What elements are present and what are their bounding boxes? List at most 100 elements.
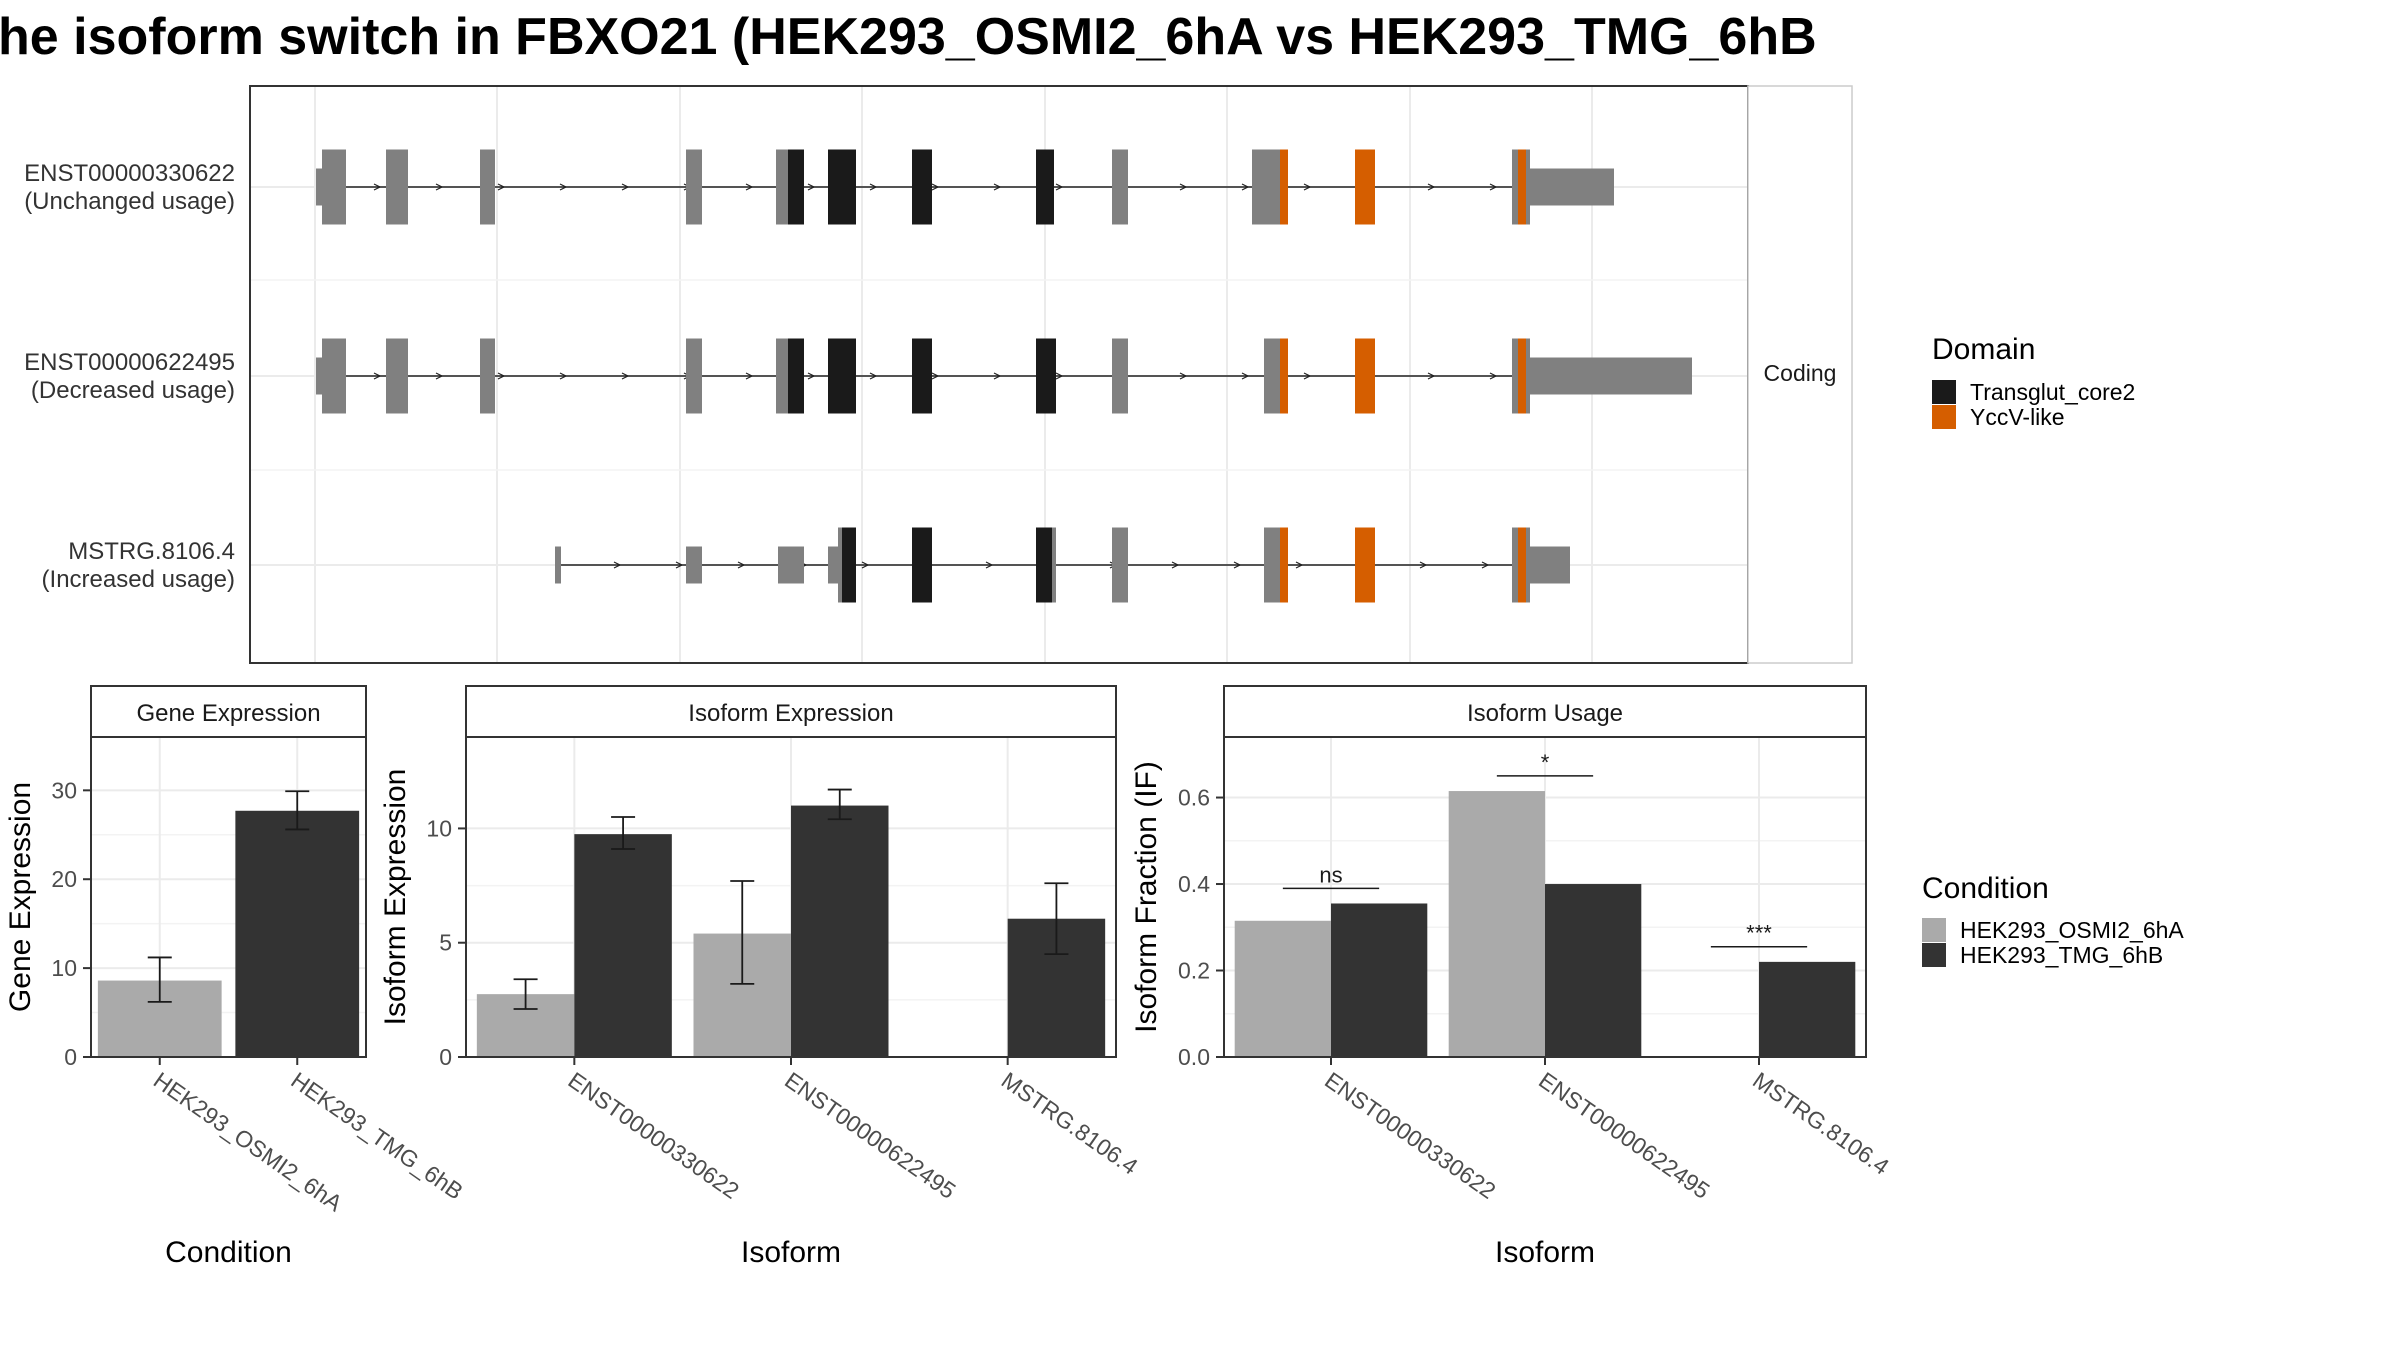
strand-arrow-icon [559,372,568,380]
domain-transglut [1036,527,1052,603]
exon [1252,149,1280,225]
x-axis-title: Isoform [1495,1236,1595,1269]
domain-yccv [1280,527,1288,603]
bars [97,790,360,1057]
transcript-row [555,527,1570,603]
y-tick-label: 20 [51,866,77,892]
bar [1448,791,1545,1057]
strand-arrow-icon [1489,183,1498,191]
domain-transglut [788,149,804,225]
bar-chart-3: Isoform Usage0.00.20.40.6ns****ENST00000… [1130,685,1894,1269]
y-tick-label: 30 [51,777,77,803]
utr-segment [1530,168,1614,206]
exon [316,168,322,206]
coding-strip-label: Coding [1764,360,1837,386]
strand-arrow-icon [1055,372,1064,380]
strand-arrow-icon [807,372,816,380]
coding-strip [1747,85,1853,664]
strand-arrow-icon [373,372,382,380]
utr-segment [1530,357,1692,395]
strand-arrow-icon [861,561,870,569]
bars: ns**** [1234,750,1856,1058]
exon [1264,338,1280,414]
bar [235,810,360,1057]
x-tick-label: ENST00000330622 [1320,1067,1500,1204]
legend-label-condition-a: HEK293_OSMI2_6hA [1960,917,2184,943]
error-bar [513,978,538,1010]
domain-transglut [828,149,856,225]
strand-arrow-icon [869,372,878,380]
strand-arrow-icon [675,561,684,569]
domain-legend-title: Domain [1932,333,2035,366]
domain-yccv [1355,527,1375,603]
x-tick-label: MSTRG.8106.4 [1748,1067,1894,1180]
strand-arrow-icon [497,183,506,191]
panel-title: Isoform Expression [688,700,893,727]
domain-transglut [912,338,932,414]
exon [322,149,346,225]
y-tick-label: 0.6 [1178,785,1210,811]
panel-title: Gene Expression [136,700,320,727]
legend-swatch-transglut [1932,380,1956,404]
exon [686,546,702,584]
strand-arrow-icon [373,183,382,191]
domain-transglut [1036,338,1056,414]
error-bar [147,956,172,1003]
y-tick-label: 0 [64,1044,77,1070]
x-tick-label: ENST00000330622 [563,1067,743,1204]
transcript-row [316,338,1692,414]
panel-strip [90,685,367,738]
exon [776,149,788,225]
exon [828,546,838,584]
domain-yccv [1518,338,1526,414]
exon [776,338,788,414]
strand-arrow-icon [745,183,754,191]
strand-arrow-icon [1419,561,1428,569]
strand-arrow-icon [1295,561,1304,569]
x-axis-title: Isoform [741,1236,841,1269]
transcript-usage-label: (Decreased usage) [31,377,235,404]
transcript-usage-label: (Unchanged usage) [24,188,235,215]
strand-arrow-icon [1481,561,1490,569]
strand-arrow-icon [435,183,444,191]
strand-arrow-icon [1427,372,1436,380]
y-axis-title: Isoform Expression [379,769,412,1026]
legend-label-condition-b: HEK293_TMG_6hB [1960,942,2163,968]
exon [480,149,495,225]
transcript-row [316,149,1614,225]
legend-label-yccv: YccV-like [1970,404,2065,430]
legend-swatch-condition-a [1922,918,1946,942]
strand-arrow-icon [1233,561,1242,569]
domain-yccv [1518,149,1526,225]
exon [1264,527,1280,603]
bar-chart-2: Isoform Expression 0 5 10 ENST00000330622 ENS… [379,685,1143,1269]
strand-arrow-icon [1179,183,1188,191]
strand-arrow-icon [985,561,994,569]
strand-arrow-icon [1241,372,1250,380]
x-tick-label: MSTRG.8106.4 [997,1067,1143,1180]
bar [1331,903,1428,1057]
y-tick-label: 10 [51,955,77,981]
utr-segment [1530,546,1570,584]
strand-arrow-icon [807,183,816,191]
exon [686,338,702,414]
transcript-id-label: MSTRG.8106.4 [68,538,235,565]
strand-arrow-icon [621,372,630,380]
strand-arrow-icon [1427,183,1436,191]
exon [555,546,561,584]
error-bar [1044,882,1069,956]
y-tick-label: 5 [439,930,452,956]
exon [322,338,346,414]
transcript-usage-label: (Increased usage) [42,566,235,593]
domain-yccv [1355,149,1375,225]
condition-legend: Condition HEK293_OSMI2_6hA HEK293_TMG_6h… [1922,872,2184,968]
bar [1545,884,1642,1057]
legend-label-transglut: Transglut_core2 [1970,379,2135,405]
y-axis-title: Isoform Fraction (IF) [1130,761,1163,1033]
domain-transglut [912,149,932,225]
bar [791,805,889,1057]
significance-label: ns [1319,862,1342,887]
domain-transglut [912,527,932,603]
domain-yccv [1518,527,1526,603]
